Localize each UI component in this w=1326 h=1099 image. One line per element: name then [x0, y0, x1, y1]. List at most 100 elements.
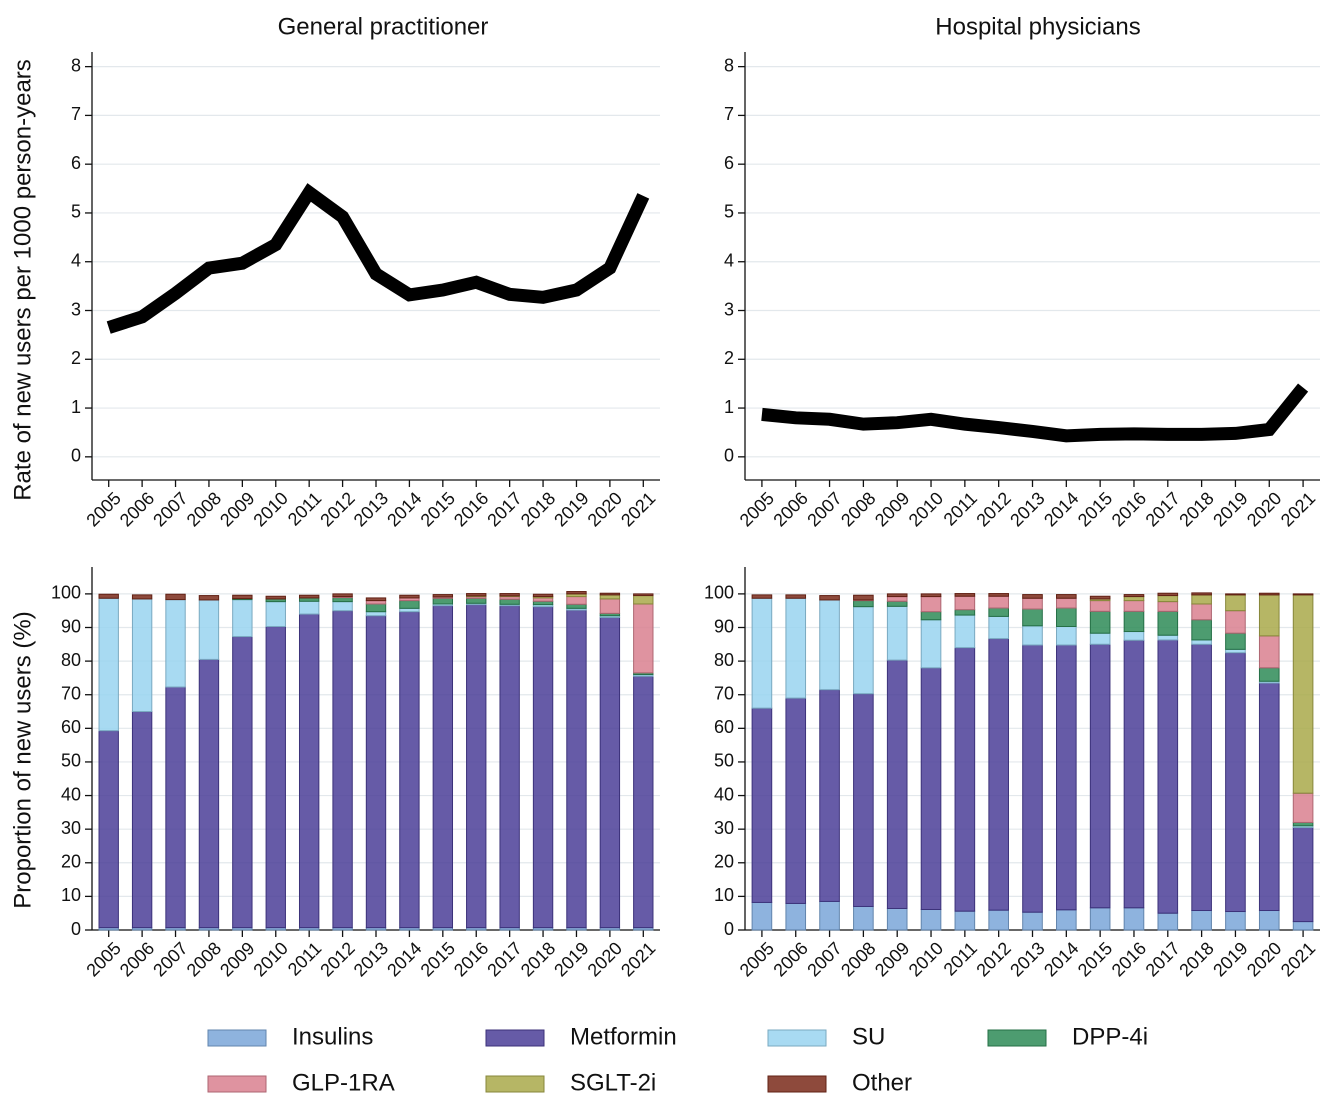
- bar-segment: [1157, 595, 1179, 603]
- bar-segment: [165, 593, 186, 601]
- x-tick-label: 2021: [617, 488, 659, 530]
- x-tick-label: 2014: [383, 938, 425, 980]
- panel-title: Hospital physicians: [935, 13, 1140, 40]
- y-tick-label: 8: [724, 55, 734, 75]
- y-tick-label: 70: [714, 683, 734, 703]
- x-tick-label: 2006: [769, 488, 811, 530]
- legend-label: SU: [852, 1023, 885, 1050]
- bar-segment: [920, 596, 942, 613]
- bar-segment: [499, 605, 520, 929]
- legend-label: Insulins: [292, 1023, 373, 1050]
- bar-segment: [599, 592, 621, 596]
- y-tick-label: 0: [724, 446, 734, 466]
- y-tick-label: 20: [714, 852, 734, 872]
- bar-segment: [265, 625, 286, 929]
- bar-segment: [1292, 826, 1314, 923]
- y-tick-label: 4: [71, 250, 81, 270]
- x-tick-label: 2017: [1142, 488, 1184, 530]
- bar-segment: [532, 593, 554, 598]
- x-tick-label: 2019: [550, 488, 592, 530]
- x-tick-label: 2015: [1074, 488, 1116, 530]
- bar-segment: [954, 614, 976, 649]
- bar-segment: [1225, 593, 1246, 596]
- bar-segment: [1258, 667, 1280, 682]
- legend-label: SGLT-2i: [570, 1069, 656, 1096]
- legend-swatch: [207, 1075, 267, 1093]
- y-tick-label: 50: [714, 751, 734, 771]
- bar-segment: [466, 597, 487, 604]
- bar-segment: [1022, 911, 1043, 931]
- bar-segment: [853, 693, 874, 907]
- bar-segment: [365, 611, 387, 617]
- x-tick-label: 2010: [905, 938, 947, 980]
- y-tick-label: 5: [724, 202, 734, 222]
- x-tick-label: 2017: [483, 938, 525, 980]
- y-tick-label: 5: [71, 202, 81, 222]
- y-tick-label: 70: [61, 683, 81, 703]
- bar-segment: [886, 659, 908, 909]
- x-tick-label: 2021: [617, 938, 659, 980]
- bar-segment: [232, 636, 253, 929]
- bar-segment: [785, 594, 807, 599]
- x-tick-label: 2013: [1006, 938, 1048, 980]
- bar-segment: [988, 593, 1009, 597]
- y-tick-label: 1: [71, 397, 81, 417]
- bar-segment: [954, 595, 976, 611]
- y-axis-label: Rate of new users per 1000 person-years: [9, 59, 36, 501]
- bar-segment: [1089, 610, 1111, 634]
- bar-segment: [332, 601, 353, 612]
- x-tick-label: 2020: [584, 938, 626, 980]
- x-tick-label: 2018: [517, 488, 559, 530]
- x-tick-label: 2013: [350, 488, 392, 530]
- y-tick-label: 4: [724, 250, 734, 270]
- x-tick-label: 2014: [383, 488, 425, 530]
- bar-segment: [1258, 635, 1280, 669]
- bar-segment: [1292, 921, 1314, 931]
- x-tick-label: 2016: [1108, 938, 1150, 980]
- x-tick-label: 2016: [450, 938, 492, 980]
- bar-segment: [198, 599, 220, 660]
- bar-segment: [819, 900, 840, 931]
- y-tick-label: 60: [714, 717, 734, 737]
- x-tick-label: 2021: [1277, 488, 1319, 530]
- x-tick-label: 2007: [149, 488, 191, 530]
- x-tick-label: 2012: [316, 938, 358, 980]
- x-tick-label: 2019: [550, 938, 592, 980]
- bar-segment: [1089, 600, 1111, 612]
- bar-segment: [1089, 595, 1111, 600]
- rate-line: [761, 383, 1309, 443]
- y-tick-label: 10: [61, 885, 81, 905]
- bar-segment: [432, 594, 454, 598]
- bar-segment: [332, 597, 353, 603]
- bar-segment: [886, 600, 908, 607]
- bar-segment: [1157, 592, 1179, 597]
- x-tick-label: 2005: [736, 488, 778, 530]
- bar-segment: [1292, 594, 1314, 794]
- bar-segment: [954, 609, 976, 616]
- bar-segment: [988, 595, 1009, 609]
- bar-segment: [232, 599, 253, 638]
- bar-segment: [1056, 607, 1077, 627]
- bar-segment: [819, 599, 840, 691]
- bar-segment: [988, 615, 1009, 640]
- x-tick-label: 2020: [584, 488, 626, 530]
- bar-segment: [1258, 910, 1280, 931]
- x-tick-label: 2013: [350, 938, 392, 980]
- bar-segment: [988, 909, 1009, 931]
- bar-segment: [298, 594, 320, 599]
- bar-segment: [1191, 592, 1212, 596]
- bar-segment: [1056, 597, 1077, 609]
- bar-segment: [165, 686, 186, 929]
- bar-segment: [1157, 634, 1179, 641]
- bar-segment: [988, 638, 1009, 911]
- x-tick-label: 2012: [316, 488, 358, 530]
- legend-swatch: [207, 1029, 267, 1047]
- bar-segment: [599, 594, 621, 600]
- bar-segment: [131, 711, 153, 929]
- bar-segment: [1056, 594, 1077, 599]
- x-tick-label: 2006: [116, 938, 158, 980]
- bar-segment: [131, 594, 153, 600]
- bar-segment: [1022, 644, 1043, 913]
- x-tick-label: 2018: [1175, 938, 1217, 980]
